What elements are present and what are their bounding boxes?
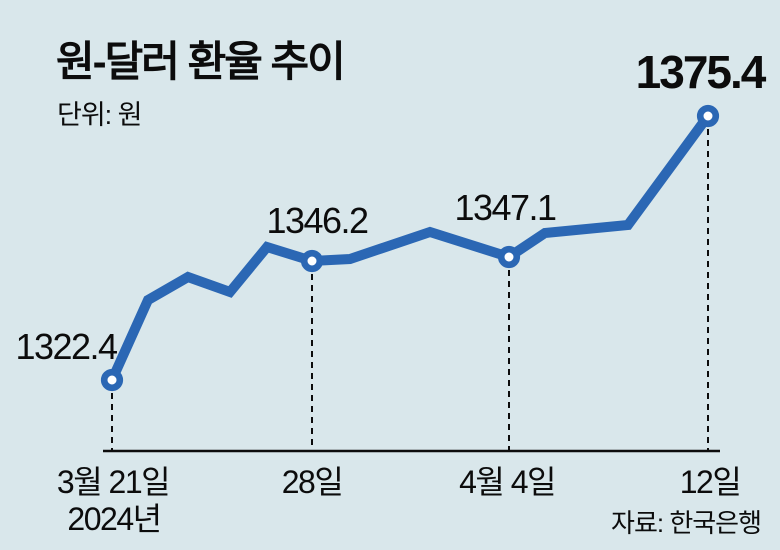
chart-title: 원-달러 환율 추이 (56, 38, 346, 85)
data-point-marker (300, 249, 324, 273)
data-point-marker (497, 245, 521, 269)
data-point-label: 1347.1 (454, 187, 557, 228)
exchange-rate-line (107, 111, 713, 385)
data-point-marker (696, 104, 720, 128)
data-point-marker (100, 368, 124, 392)
data-point-label: 1322.4 (15, 326, 118, 367)
data-point-label: 1346.2 (266, 200, 369, 241)
source-label: 자료: 한국은행 (611, 508, 762, 538)
x-axis-tick-label: 28일 (281, 464, 344, 500)
x-axis-tick-label: 4월 4일 (459, 464, 556, 500)
x-axis-tick-label: 12일 (679, 464, 742, 500)
x-axis-tick-label: 3월 21일 (56, 464, 171, 500)
unit-label: 단위: 원 (57, 100, 143, 130)
data-point-label-emphasized: 1375.4 (635, 46, 767, 98)
x-axis-year-label: 2024년 (67, 501, 162, 537)
